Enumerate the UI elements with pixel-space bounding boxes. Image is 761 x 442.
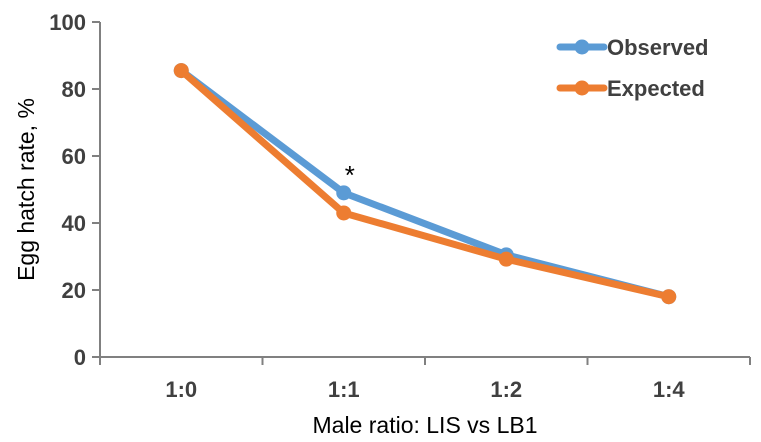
axes — [99, 22, 750, 358]
y-tick-label: 0 — [74, 345, 86, 370]
y-axis-ticks: 0 20 40 60 80 100 — [49, 10, 100, 370]
data-point-expected — [498, 251, 514, 267]
x-tick-label: 1:0 — [165, 377, 197, 402]
legend-marker-expected — [574, 80, 590, 96]
x-tick-label: 1:2 — [490, 377, 522, 402]
data-point-expected — [336, 205, 352, 221]
data-point-expected — [661, 289, 677, 305]
legend-label-observed: Observed — [607, 35, 709, 60]
y-tick-label: 100 — [49, 10, 86, 35]
legend: Observed Expected — [556, 35, 709, 101]
y-tick-label: 80 — [62, 77, 86, 102]
significance-annotation: * — [345, 160, 355, 190]
y-axis-title: Egg hatch rate, % — [13, 98, 39, 281]
data-point-expected — [173, 63, 189, 79]
y-tick-label: 60 — [62, 144, 86, 169]
series-line-observed — [177, 67, 673, 301]
series-line-expected — [177, 67, 673, 301]
legend-marker-observed — [574, 39, 590, 55]
x-tick-label: 1:1 — [328, 377, 360, 402]
data-point-observed — [336, 185, 352, 201]
x-tick-label: 1:4 — [653, 377, 686, 402]
annotation-layer: * — [345, 160, 355, 190]
series-layer — [173, 63, 677, 305]
y-tick-label: 40 — [62, 211, 86, 236]
x-axis-ticks: 1:0 1:1 1:2 1:4 — [99, 357, 751, 402]
y-tick-label: 20 — [62, 278, 86, 303]
legend-label-expected: Expected — [607, 76, 705, 101]
x-axis-title: Male ratio: LIS vs LB1 — [313, 412, 538, 438]
